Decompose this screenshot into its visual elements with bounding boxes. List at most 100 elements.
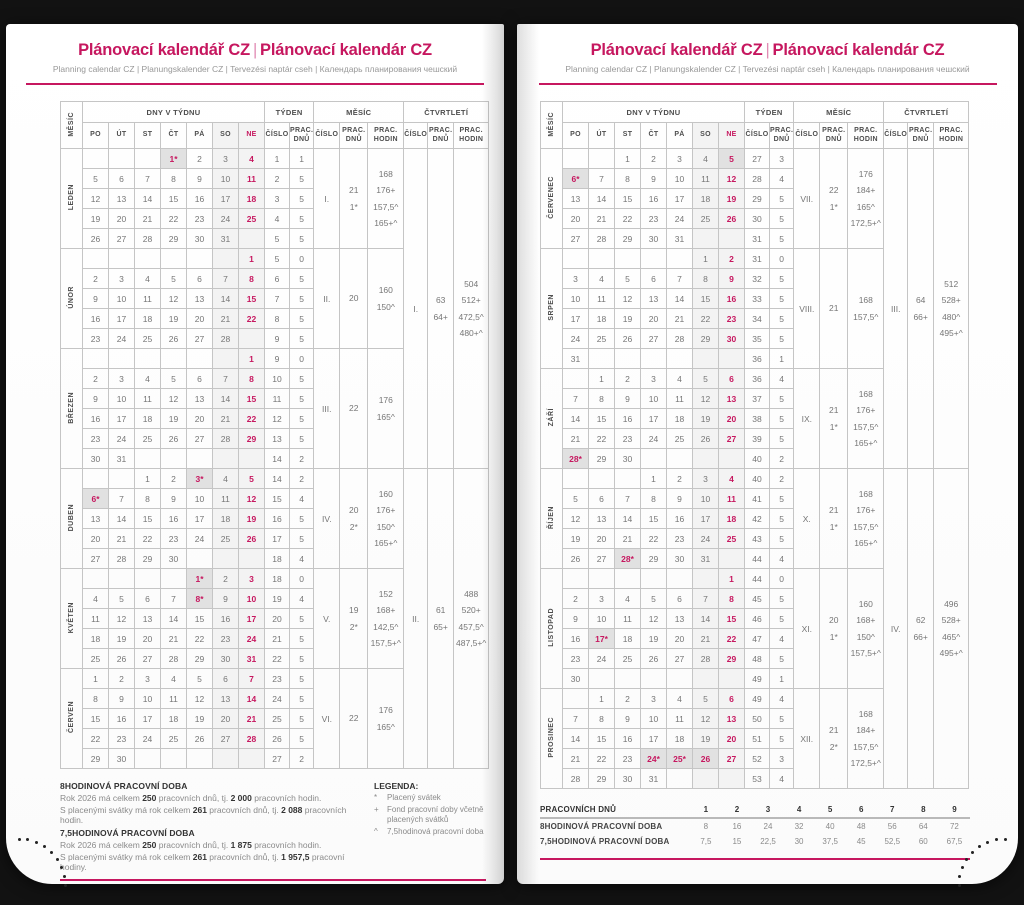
- perforation-dot: [50, 850, 54, 854]
- empty-day-cell: [160, 448, 187, 469]
- day-cell: 12: [562, 508, 589, 529]
- day-cell: 31: [562, 348, 589, 369]
- day-cell: 21: [614, 528, 641, 549]
- empty-day-cell: [186, 348, 213, 369]
- day-cell: 3: [108, 368, 135, 389]
- week-row: ÚNOR 1 5 0 II. 20 160 150^: [60, 248, 489, 349]
- day-cell: 20: [108, 208, 135, 229]
- empty-day-cell: [692, 668, 719, 689]
- day-cell: 4: [666, 368, 693, 389]
- week-number-cell: 37: [744, 388, 770, 409]
- workdays-conversion-footer: PRACOVNÍCH DNŮ 1 2 3 4 5 6 7 8 9 8HODINOVÁ PRACOVN…: [540, 802, 970, 849]
- day-cell: 18: [134, 408, 161, 429]
- header-week-workdays: PRAC. DNŮ: [288, 122, 315, 149]
- day-cell: 3: [588, 588, 615, 609]
- month-workdays-cell: 21 1*: [339, 148, 369, 249]
- day-cell: 11: [718, 488, 745, 509]
- day-cell: 10: [238, 588, 265, 609]
- day-cell: 19: [238, 508, 265, 529]
- day-cell: 29: [692, 328, 719, 349]
- day-cell: 4: [238, 148, 265, 169]
- day-cell: 26: [238, 528, 265, 549]
- header-month-number: ČÍSLO: [793, 122, 821, 149]
- day-cell: 24: [108, 328, 135, 349]
- month-name-cell: DUBEN: [60, 468, 83, 569]
- day-cell: 22: [134, 528, 161, 549]
- day-cell: 27: [108, 228, 135, 249]
- workhours-value: 22,5: [760, 837, 776, 846]
- day-cell: 31: [640, 768, 667, 789]
- empty-day-cell: [562, 148, 589, 169]
- holiday-day-cell: 6*: [82, 488, 109, 509]
- empty-day-cell: [666, 348, 693, 369]
- day-cell: 14: [692, 608, 719, 629]
- week-number-cell: 11: [264, 388, 290, 409]
- week-row: LISTOPAD 1 44 0 XI. 20 1* 160 168+ 150^ 157,5+…: [540, 568, 969, 689]
- workdays-count-header: 3: [752, 802, 784, 819]
- week-number-cell: 18: [264, 568, 290, 589]
- quarter-number-cell: I.: [403, 148, 429, 469]
- day-cell: 28: [134, 228, 161, 249]
- holiday-day-cell: 25*: [666, 748, 693, 769]
- week-number-cell: 6: [264, 268, 290, 289]
- day-cell: 10: [562, 288, 589, 309]
- header-day-2: ÚT: [588, 122, 615, 149]
- day-cell: 14: [212, 288, 239, 309]
- week-number-cell: 49: [744, 688, 770, 709]
- day-cell: 11: [134, 288, 161, 309]
- day-cell: 22: [588, 748, 615, 769]
- week-workdays-cell: 1: [768, 668, 795, 689]
- day-cell: 13: [134, 608, 161, 629]
- header-month-column: MĚSÍC: [60, 101, 83, 149]
- month-workhours-cell: 160 150^: [367, 248, 405, 349]
- day-cell: 16: [640, 188, 667, 209]
- day-cell: 30: [108, 748, 135, 769]
- day-cell: 4: [614, 588, 641, 609]
- working-time-notes: 8HODINOVÁ PRACOVNÍ DOBA Rok 2026 má celk…: [60, 778, 362, 872]
- perforation-dot: [977, 845, 981, 849]
- empty-day-cell: [238, 228, 265, 249]
- week-row: 13 14 15 16 17 18 19 16 5: [61, 508, 489, 529]
- month-workhours-cell: 176 184+ 165^ 172,5+^: [847, 148, 885, 249]
- holiday-day-cell: 24*: [640, 748, 667, 769]
- day-cell: 30: [160, 548, 187, 569]
- day-cell: 14: [666, 288, 693, 309]
- empty-day-cell: [692, 568, 719, 589]
- week-workdays-cell: 5: [768, 428, 795, 449]
- workdays-count-header: 6: [845, 802, 877, 819]
- header-month-group: MĚSÍC: [793, 101, 885, 123]
- empty-day-cell: [160, 748, 187, 769]
- workdays-count-header: 2: [721, 802, 753, 819]
- empty-day-cell: [562, 568, 589, 589]
- day-cell: 8: [640, 488, 667, 509]
- week-workdays-cell: 0: [288, 248, 315, 269]
- day-cell: 13: [640, 288, 667, 309]
- empty-day-cell: [82, 568, 109, 589]
- day-cell: 17: [134, 708, 161, 729]
- month-workdays-cell: 19 2*: [339, 568, 369, 669]
- header-quarter-number: ČÍSLO: [403, 122, 429, 149]
- day-cell: 3: [108, 268, 135, 289]
- empty-day-cell: [212, 548, 239, 569]
- month-name-cell: PROSINEC: [540, 688, 563, 789]
- week-number-cell: 51: [744, 728, 770, 749]
- empty-day-cell: [692, 448, 719, 469]
- day-cell: 5: [614, 268, 641, 289]
- header-day-3: ST: [134, 122, 161, 149]
- header-day-4: ČT: [160, 122, 187, 149]
- header-quarter-workdays: PRAC. DNŮ: [427, 122, 455, 149]
- title-czech: Plánovací kalendář CZ: [590, 41, 763, 59]
- day-cell: 4: [588, 268, 615, 289]
- month-name-cell: BŘEZEN: [60, 348, 83, 469]
- week-number-cell: 28: [744, 168, 770, 189]
- workhours-row: 8HODINOVÁ PRACOVNÍ DOBA 8 16 24 32 40 48 56 64 72: [540, 818, 970, 834]
- empty-day-cell: [186, 748, 213, 769]
- week-workdays-cell: 5: [288, 688, 315, 709]
- perforation-dot: [958, 874, 962, 878]
- week-number-cell: 18: [264, 548, 290, 569]
- week-row: 25 26 27 28 29 30 31 22 5: [61, 648, 489, 669]
- empty-day-cell: [562, 688, 589, 709]
- week-number-cell: 19: [264, 588, 290, 609]
- quarter-workhours-cell: 504 512+ 472,5^ 480+^: [453, 148, 490, 469]
- week-number-cell: 41: [744, 488, 770, 509]
